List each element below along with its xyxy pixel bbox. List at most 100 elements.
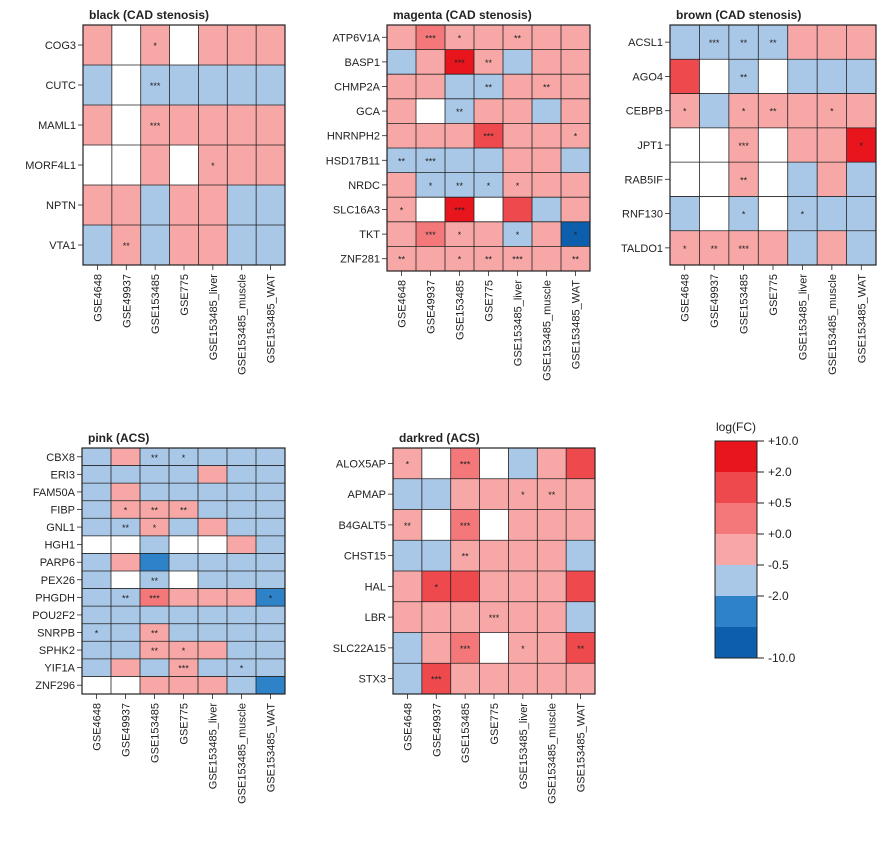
row-label-rab5if: RAB5IF — [624, 174, 663, 186]
col-label-gse775: GSE775 — [768, 274, 780, 316]
heatmap-cell-morf4l1-gse153485 — [140, 145, 170, 186]
heatmap-cell-rnf130-gse49937 — [699, 196, 730, 232]
heatmap-cell-morf4l1-gse153485-muscle — [227, 145, 257, 186]
heatmap-cell-fibp-gse153485 — [140, 500, 170, 519]
heatmap-cell-pou2f2-gse153485-wat — [256, 606, 286, 625]
significance-label: ** — [577, 644, 585, 654]
heatmap-cell-znf281-gse49937 — [416, 246, 446, 272]
col-label-gse49937: GSE49937 — [121, 703, 133, 757]
heatmap-cell-maml1-gse4648 — [83, 105, 113, 146]
heatmap-cell-stx3-gse4648 — [393, 663, 423, 695]
col-label-gse775: GSE775 — [489, 703, 501, 745]
row-label-snrpb: SNRPB — [37, 628, 75, 640]
significance-label: ** — [543, 83, 551, 93]
significance-label: * — [516, 230, 520, 240]
panel-title: darkred (ACS) — [399, 431, 480, 445]
heatmap-cell-gnl1-gse153485-muscle — [227, 518, 257, 537]
heatmap-cell-apmap-gse4648 — [393, 478, 423, 510]
col-label-gse153485-wat: GSE153485_WAT — [266, 274, 278, 364]
panel-title: brown (CAD stenosis) — [676, 8, 801, 22]
heatmap-cell-taldo1-gse153485-muscle — [817, 230, 847, 266]
significance-label: * — [182, 646, 186, 656]
heatmap-cell-sphk2-gse153485 — [140, 641, 170, 660]
heatmap-cell-phgdh-gse153485 — [140, 588, 170, 607]
heatmap-cell-vta1-gse153485-muscle — [227, 225, 257, 266]
heatmap-cell-morf4l1-gse775 — [169, 145, 199, 186]
heatmap-cell-phgdh-gse153485-liver — [198, 588, 228, 607]
heatmap-cell-tkt-gse153485-liver — [503, 221, 533, 247]
heatmap-cell-rab5if-gse49937 — [699, 162, 730, 197]
col-label-gse775: GSE775 — [179, 274, 191, 316]
col-label-gse4648: GSE4648 — [680, 274, 692, 322]
heatmap-cell-slc22a15-gse153485-liver — [508, 632, 538, 664]
legend-swatch — [715, 627, 757, 659]
row-label-chst15: CHST15 — [344, 551, 386, 563]
heatmap-cell-cebpb-gse49937 — [699, 93, 730, 129]
significance-label: *** — [709, 38, 720, 48]
heatmap-cell-cutc-gse153485-liver — [198, 65, 228, 106]
heatmap-cell-alox5ap-gse153485-wat — [566, 448, 596, 480]
heatmap-cell-atp6v1a-gse153485-muscle — [532, 25, 562, 50]
col-label-gse4648: GSE4648 — [397, 280, 409, 328]
significance-label: ** — [740, 38, 748, 48]
heatmap-cell-ago4-gse153485-liver — [787, 59, 818, 94]
row-label-fam50a: FAM50A — [33, 487, 76, 499]
heatmap-cell-ago4-gse775 — [758, 59, 789, 94]
significance-label: * — [574, 132, 578, 142]
heatmap-cell-acsl1-gse49937 — [699, 25, 730, 60]
col-label-gse153485-wat: GSE153485_WAT — [576, 703, 588, 793]
heatmap-cell-vta1-gse775 — [169, 225, 199, 266]
row-label-jpt1: JPT1 — [637, 140, 663, 152]
col-label-gse153485-wat: GSE153485_WAT — [266, 703, 278, 793]
significance-label: ** — [572, 255, 580, 265]
heatmap-cell-jpt1-gse153485-wat — [846, 127, 877, 163]
row-label-maml1: MAML1 — [38, 120, 76, 132]
heatmap-cell-phgdh-gse153485-wat — [256, 588, 286, 607]
heatmap-cell-snrpb-gse153485-wat — [256, 623, 286, 642]
heatmap-cell-pex26-gse153485-muscle — [227, 571, 257, 589]
col-label-gse153485-muscle: GSE153485_muscle — [237, 274, 249, 375]
heatmap-cell-stx3-gse775 — [479, 663, 509, 695]
heatmap-cell-alox5ap-gse153485-muscle — [537, 448, 567, 480]
heatmap-cell-acsl1-gse153485-wat — [846, 25, 877, 60]
heatmap-cell-ago4-gse153485 — [728, 59, 759, 94]
legend-border — [714, 440, 758, 659]
legend-label: +0.5 — [768, 496, 792, 510]
heatmap-cell-znf281-gse153485-wat — [561, 246, 591, 272]
heatmap-cell-vta1-gse153485 — [140, 225, 170, 266]
legend-label: -2.0 — [768, 589, 789, 603]
heatmap-cell-pou2f2-gse153485-liver — [198, 606, 228, 625]
heatmap-cell-slc22a15-gse49937 — [421, 632, 452, 664]
heatmap-cell-ago4-gse153485-muscle — [817, 59, 847, 94]
significance-label: *** — [460, 459, 471, 469]
heatmap-cell-lbr-gse153485-wat — [566, 601, 596, 633]
legend-label: -0.5 — [768, 558, 789, 572]
significance-label: *** — [425, 156, 436, 166]
row-label-morf4l1: MORF4L1 — [25, 160, 76, 172]
heatmap-cell-fibp-gse153485-liver — [198, 500, 228, 519]
heatmap-cell-cbx8-gse153485-muscle — [227, 448, 257, 466]
heatmap-cell-taldo1-gse49937 — [699, 230, 730, 266]
heatmap-cell-parp6-gse153485 — [140, 553, 170, 572]
significance-label: ** — [485, 83, 493, 93]
heatmap-cell-tkt-gse153485-muscle — [532, 221, 562, 247]
heatmap-cell-fibp-gse775 — [169, 500, 199, 519]
heatmap-cell-apmap-gse775 — [479, 478, 509, 510]
legend-label: +10.0 — [768, 434, 799, 448]
heatmap-cell-atp6v1a-gse153485-wat — [561, 25, 591, 50]
heatmap-cell-cbx8-gse775 — [169, 448, 199, 466]
significance-label: *** — [460, 644, 471, 654]
heatmap-cell-basp1-gse153485-wat — [561, 49, 591, 75]
heatmap-cell-alox5ap-gse153485-liver — [508, 448, 538, 480]
heatmap-cell-fam50a-gse49937 — [111, 483, 141, 502]
col-label-gse153485-liver: GSE153485_liver — [513, 280, 525, 367]
heatmap-cell-pex26-gse4648 — [82, 571, 112, 589]
heatmap-cell-cbx8-gse153485-liver — [198, 448, 228, 466]
heatmap-cell-hgh1-gse153485 — [140, 535, 170, 554]
significance-label: * — [683, 107, 687, 117]
heatmap-cell-cebpb-gse153485 — [728, 93, 759, 129]
heatmap-cell-gca-gse153485 — [445, 98, 475, 124]
heatmap-cell-sphk2-gse775 — [169, 641, 199, 660]
row-label-hsd17b11: HSD17B11 — [326, 155, 380, 167]
heatmap-cell-jpt1-gse153485-muscle — [817, 127, 847, 163]
